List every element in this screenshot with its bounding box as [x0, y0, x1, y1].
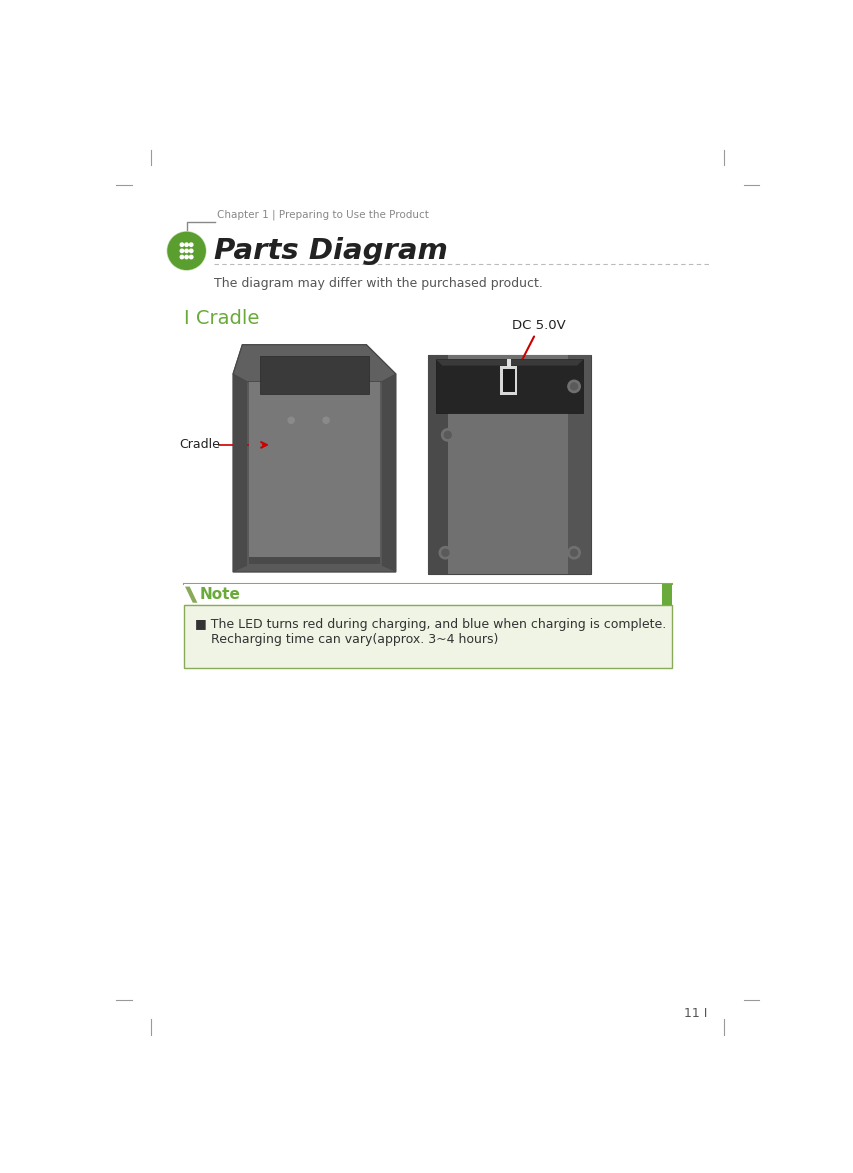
Polygon shape: [233, 345, 395, 381]
Polygon shape: [233, 374, 247, 572]
Circle shape: [570, 382, 577, 389]
FancyBboxPatch shape: [661, 583, 671, 605]
FancyBboxPatch shape: [506, 359, 511, 367]
Circle shape: [567, 547, 579, 558]
Polygon shape: [428, 354, 447, 575]
Polygon shape: [567, 354, 590, 575]
Polygon shape: [447, 354, 567, 575]
Circle shape: [184, 249, 188, 252]
Polygon shape: [248, 381, 380, 564]
Circle shape: [444, 432, 450, 439]
Circle shape: [184, 243, 188, 246]
Circle shape: [287, 418, 294, 423]
Text: DC 5.0V: DC 5.0V: [512, 319, 566, 332]
Circle shape: [189, 249, 193, 252]
Polygon shape: [436, 359, 583, 366]
Polygon shape: [185, 586, 197, 603]
Circle shape: [180, 249, 183, 252]
Circle shape: [180, 243, 183, 246]
Text: Parts Diagram: Parts Diagram: [213, 237, 447, 265]
FancyBboxPatch shape: [428, 354, 590, 575]
Polygon shape: [381, 374, 395, 572]
Text: The diagram may differ with the purchased product.: The diagram may differ with the purchase…: [213, 277, 542, 290]
Circle shape: [180, 256, 183, 259]
Circle shape: [168, 232, 205, 270]
Text: Cradle: Cradle: [178, 439, 219, 452]
Circle shape: [567, 380, 579, 393]
FancyBboxPatch shape: [502, 368, 514, 392]
FancyBboxPatch shape: [248, 556, 380, 564]
FancyBboxPatch shape: [184, 583, 671, 605]
Circle shape: [322, 418, 328, 423]
Text: Chapter 1 | Preparing to Use the Product: Chapter 1 | Preparing to Use the Product: [217, 210, 428, 221]
Circle shape: [189, 243, 193, 246]
Circle shape: [570, 549, 577, 556]
Polygon shape: [233, 345, 395, 572]
Circle shape: [438, 547, 451, 558]
FancyBboxPatch shape: [184, 605, 671, 669]
Text: Note: Note: [200, 586, 241, 602]
Text: I Cradle: I Cradle: [184, 308, 259, 327]
Circle shape: [441, 549, 449, 556]
Polygon shape: [260, 355, 368, 394]
Circle shape: [184, 256, 188, 259]
FancyBboxPatch shape: [436, 359, 583, 413]
Text: Recharging time can vary(approx. 3~4 hours): Recharging time can vary(approx. 3~4 hou…: [194, 632, 498, 646]
FancyBboxPatch shape: [500, 366, 517, 395]
Text: ■ The LED turns red during charging, and blue when charging is complete.: ■ The LED turns red during charging, and…: [194, 618, 665, 631]
Text: 11 I: 11 I: [683, 1006, 706, 1019]
Circle shape: [189, 256, 193, 259]
Circle shape: [441, 429, 454, 441]
